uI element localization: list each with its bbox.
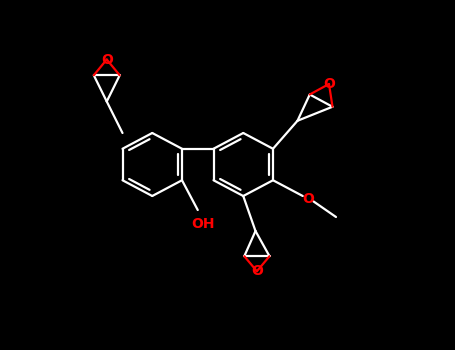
Text: O: O bbox=[302, 192, 314, 206]
Text: OH: OH bbox=[191, 217, 215, 231]
Text: O: O bbox=[323, 77, 335, 91]
Text: O: O bbox=[101, 52, 113, 66]
Text: O: O bbox=[251, 264, 263, 278]
